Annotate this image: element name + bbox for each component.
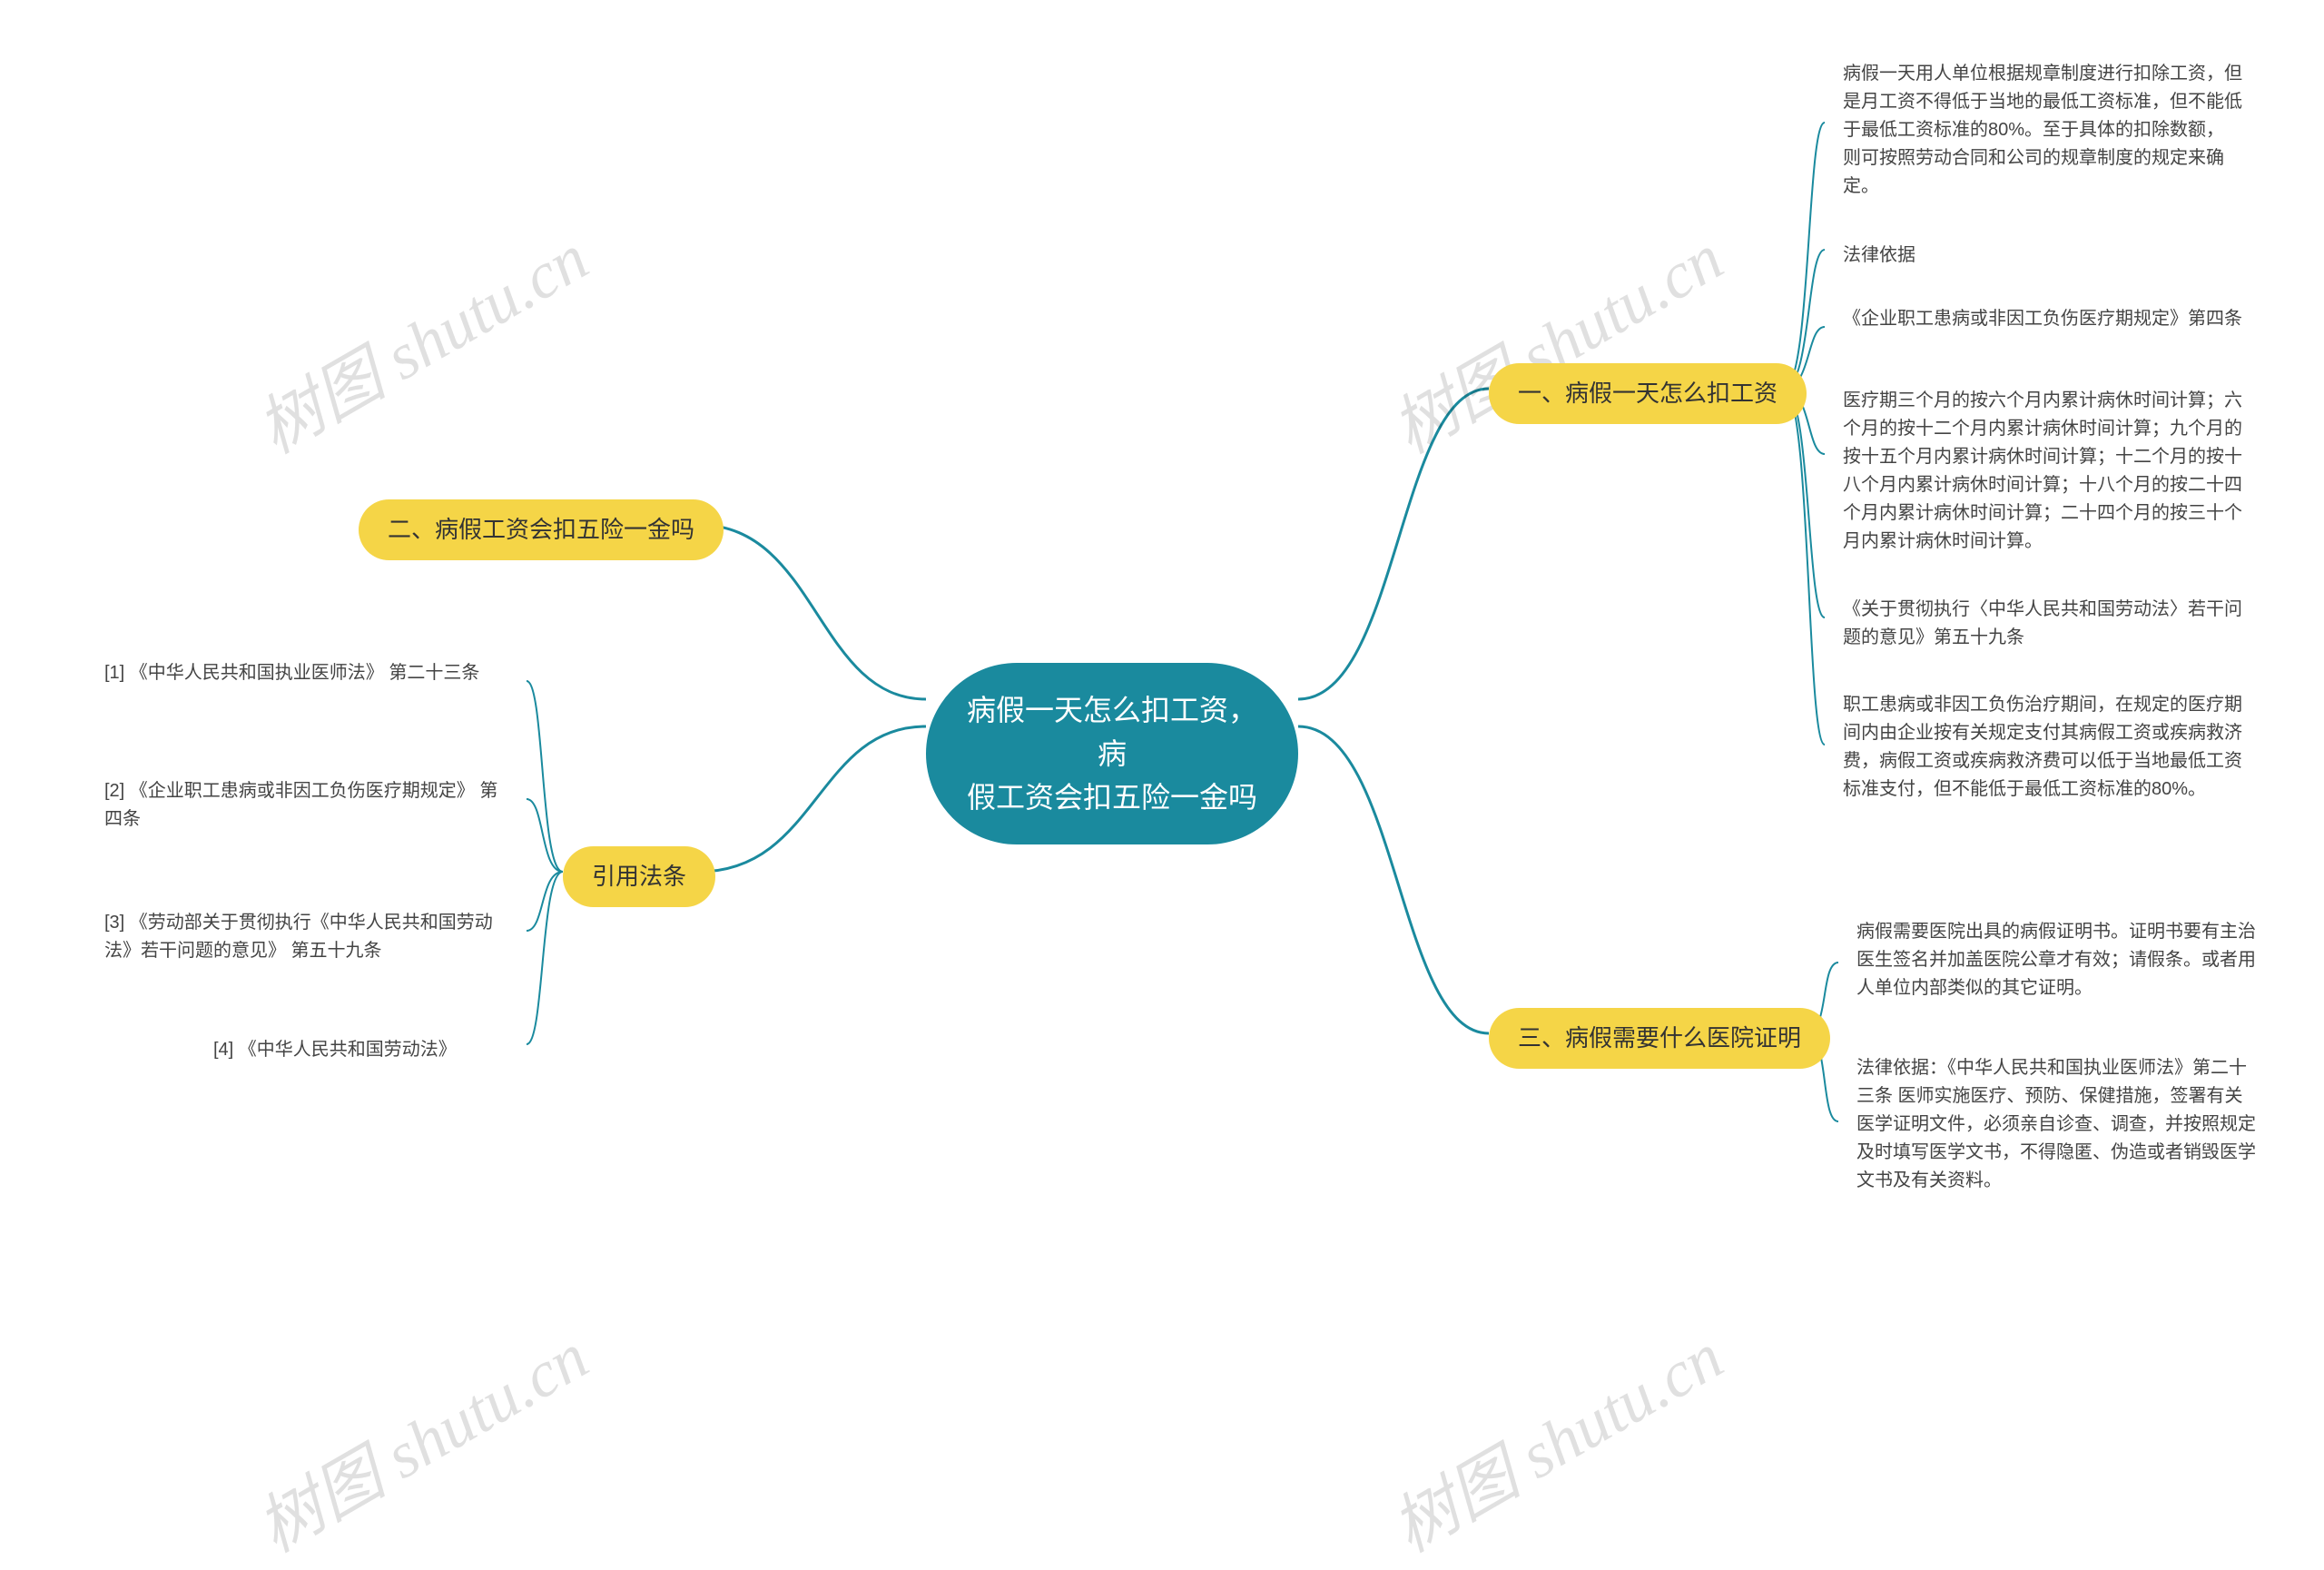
leaf-b4-1: [1] 《中华人民共和国执业医师法》 第二十三条 bbox=[95, 654, 513, 693]
watermark: 树图 shutu.cn bbox=[237, 205, 602, 471]
center-node: 病假一天怎么扣工资，病 假工资会扣五险一金吗 bbox=[926, 663, 1298, 844]
leaf-b4-2: [2] 《企业职工患病或非因工负伤医疗期规定》 第四条 bbox=[95, 772, 513, 839]
branch-1: 一、病假一天怎么扣工资 bbox=[1489, 363, 1807, 424]
leaf-b3-2: 法律依据：《中华人民共和国执业医师法》第二十三条 医师实施医疗、预防、保健措施，… bbox=[1847, 1049, 2265, 1200]
center-line1: 病假一天怎么扣工资，病 bbox=[964, 688, 1260, 775]
leaf-b4-3: [3] 《劳动部关于贯彻执行《中华人民共和国劳动法》若干问题的意见》 第五十九条 bbox=[95, 903, 513, 971]
leaf-b1-5: 《关于贯彻执行〈中华人民共和国劳动法〉若干问题的意见》第五十九条 bbox=[1834, 590, 2251, 657]
leaf-b1-4: 医疗期三个月的按六个月内累计病休时间计算；六个月的按十二个月内累计病休时间计算；… bbox=[1834, 381, 2251, 561]
leaf-b3-1: 病假需要医院出具的病假证明书。证明书要有主治医生签名并加盖医院公章才有效；请假条… bbox=[1847, 913, 2265, 1008]
leaf-b1-3: 《企业职工患病或非因工负伤医疗期规定》第四条 bbox=[1834, 300, 2251, 339]
center-line2: 假工资会扣五险一金吗 bbox=[964, 775, 1260, 819]
watermark: 树图 shutu.cn bbox=[1372, 205, 1737, 471]
leaf-b1-6: 职工患病或非因工负伤治疗期间，在规定的医疗期间内由企业按有关规定支付其病假工资或… bbox=[1834, 686, 2251, 809]
branch-2: 二、病假工资会扣五险一金吗 bbox=[359, 499, 724, 560]
watermark: 树图 shutu.cn bbox=[237, 1304, 602, 1570]
branch-3: 三、病假需要什么医院证明 bbox=[1489, 1008, 1830, 1069]
watermark: 树图 shutu.cn bbox=[1372, 1304, 1737, 1570]
leaf-b1-2: 法律依据 bbox=[1834, 236, 1925, 275]
leaf-b4-4: [4] 《中华人民共和国劳动法》 bbox=[204, 1031, 527, 1070]
branch-4: 引用法条 bbox=[563, 846, 715, 907]
leaf-b1-1: 病假一天用人单位根据规章制度进行扣除工资，但是月工资不得低于当地的最低工资标准，… bbox=[1834, 54, 2251, 206]
